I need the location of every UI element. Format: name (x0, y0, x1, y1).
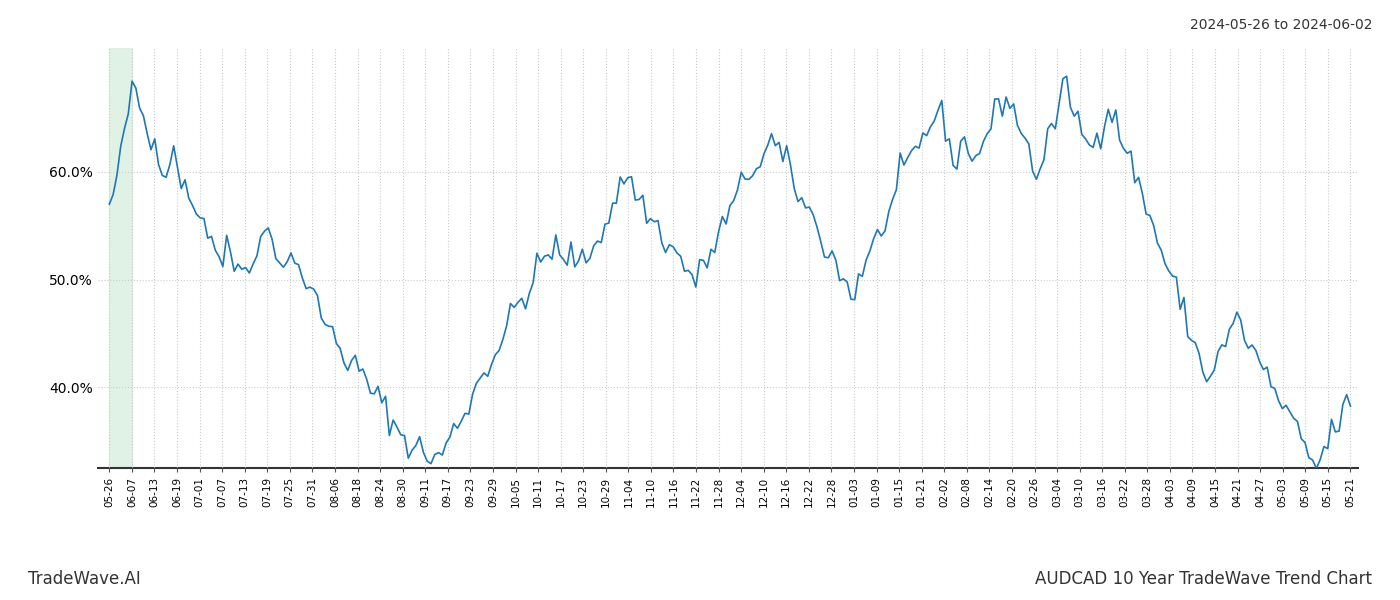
Text: AUDCAD 10 Year TradeWave Trend Chart: AUDCAD 10 Year TradeWave Trend Chart (1035, 570, 1372, 588)
Text: TradeWave.AI: TradeWave.AI (28, 570, 141, 588)
Bar (109, 48, 132, 468)
Text: 2024-05-26 to 2024-06-02: 2024-05-26 to 2024-06-02 (1190, 18, 1372, 32)
